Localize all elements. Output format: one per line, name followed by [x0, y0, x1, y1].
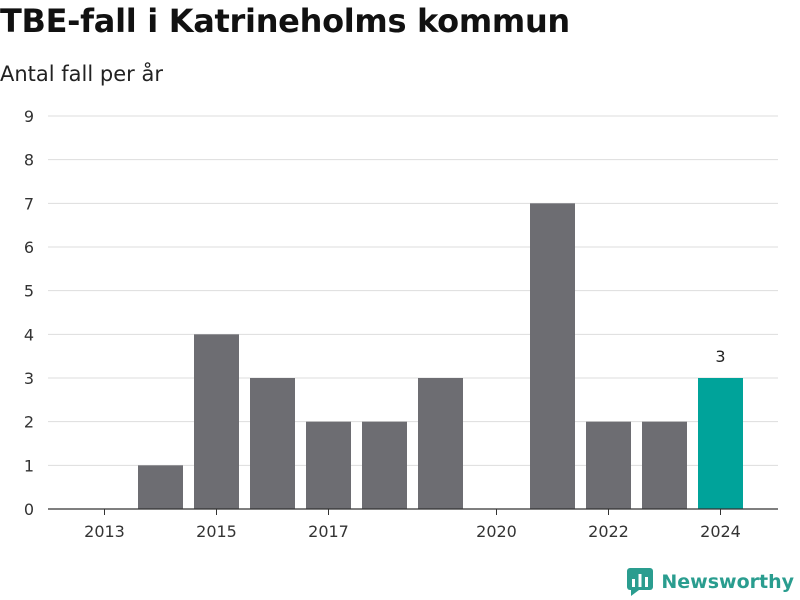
- y-tick-label: 8: [24, 151, 34, 170]
- y-tick-label: 4: [24, 325, 34, 344]
- y-tick-label: 0: [24, 500, 34, 519]
- y-tick-label: 9: [24, 107, 34, 126]
- y-tick-label: 1: [24, 456, 34, 475]
- x-tick-label: 2013: [84, 522, 125, 541]
- bar: [586, 421, 631, 509]
- y-tick-label: 2: [24, 413, 34, 432]
- newsworthy-logo-icon: [627, 568, 654, 596]
- y-tick-label: 5: [24, 282, 34, 301]
- bar: [138, 465, 183, 509]
- x-tick-label: 2020: [476, 522, 517, 541]
- bar: [250, 378, 295, 509]
- brand-name: Newsworthy: [661, 571, 794, 593]
- branding: Newsworthy: [627, 568, 794, 596]
- data-label: 3: [715, 347, 725, 366]
- bar: [306, 421, 351, 509]
- bar: [698, 378, 743, 509]
- x-tick-label: 2017: [308, 522, 349, 541]
- bar: [194, 334, 239, 509]
- chart-title: TBE-fall i Katrineholms kommun: [0, 2, 570, 40]
- y-tick-label: 6: [24, 238, 34, 257]
- bar: [362, 421, 407, 509]
- x-tick-label: 2024: [700, 522, 741, 541]
- bar: [642, 421, 687, 509]
- x-tick-label: 2022: [588, 522, 629, 541]
- chart-subtitle: Antal fall per år: [0, 62, 163, 86]
- y-tick-label: 7: [24, 194, 34, 213]
- bar: [530, 203, 575, 510]
- bar: [418, 378, 463, 509]
- x-tick-label: 2015: [196, 522, 237, 541]
- y-tick-label: 3: [24, 369, 34, 388]
